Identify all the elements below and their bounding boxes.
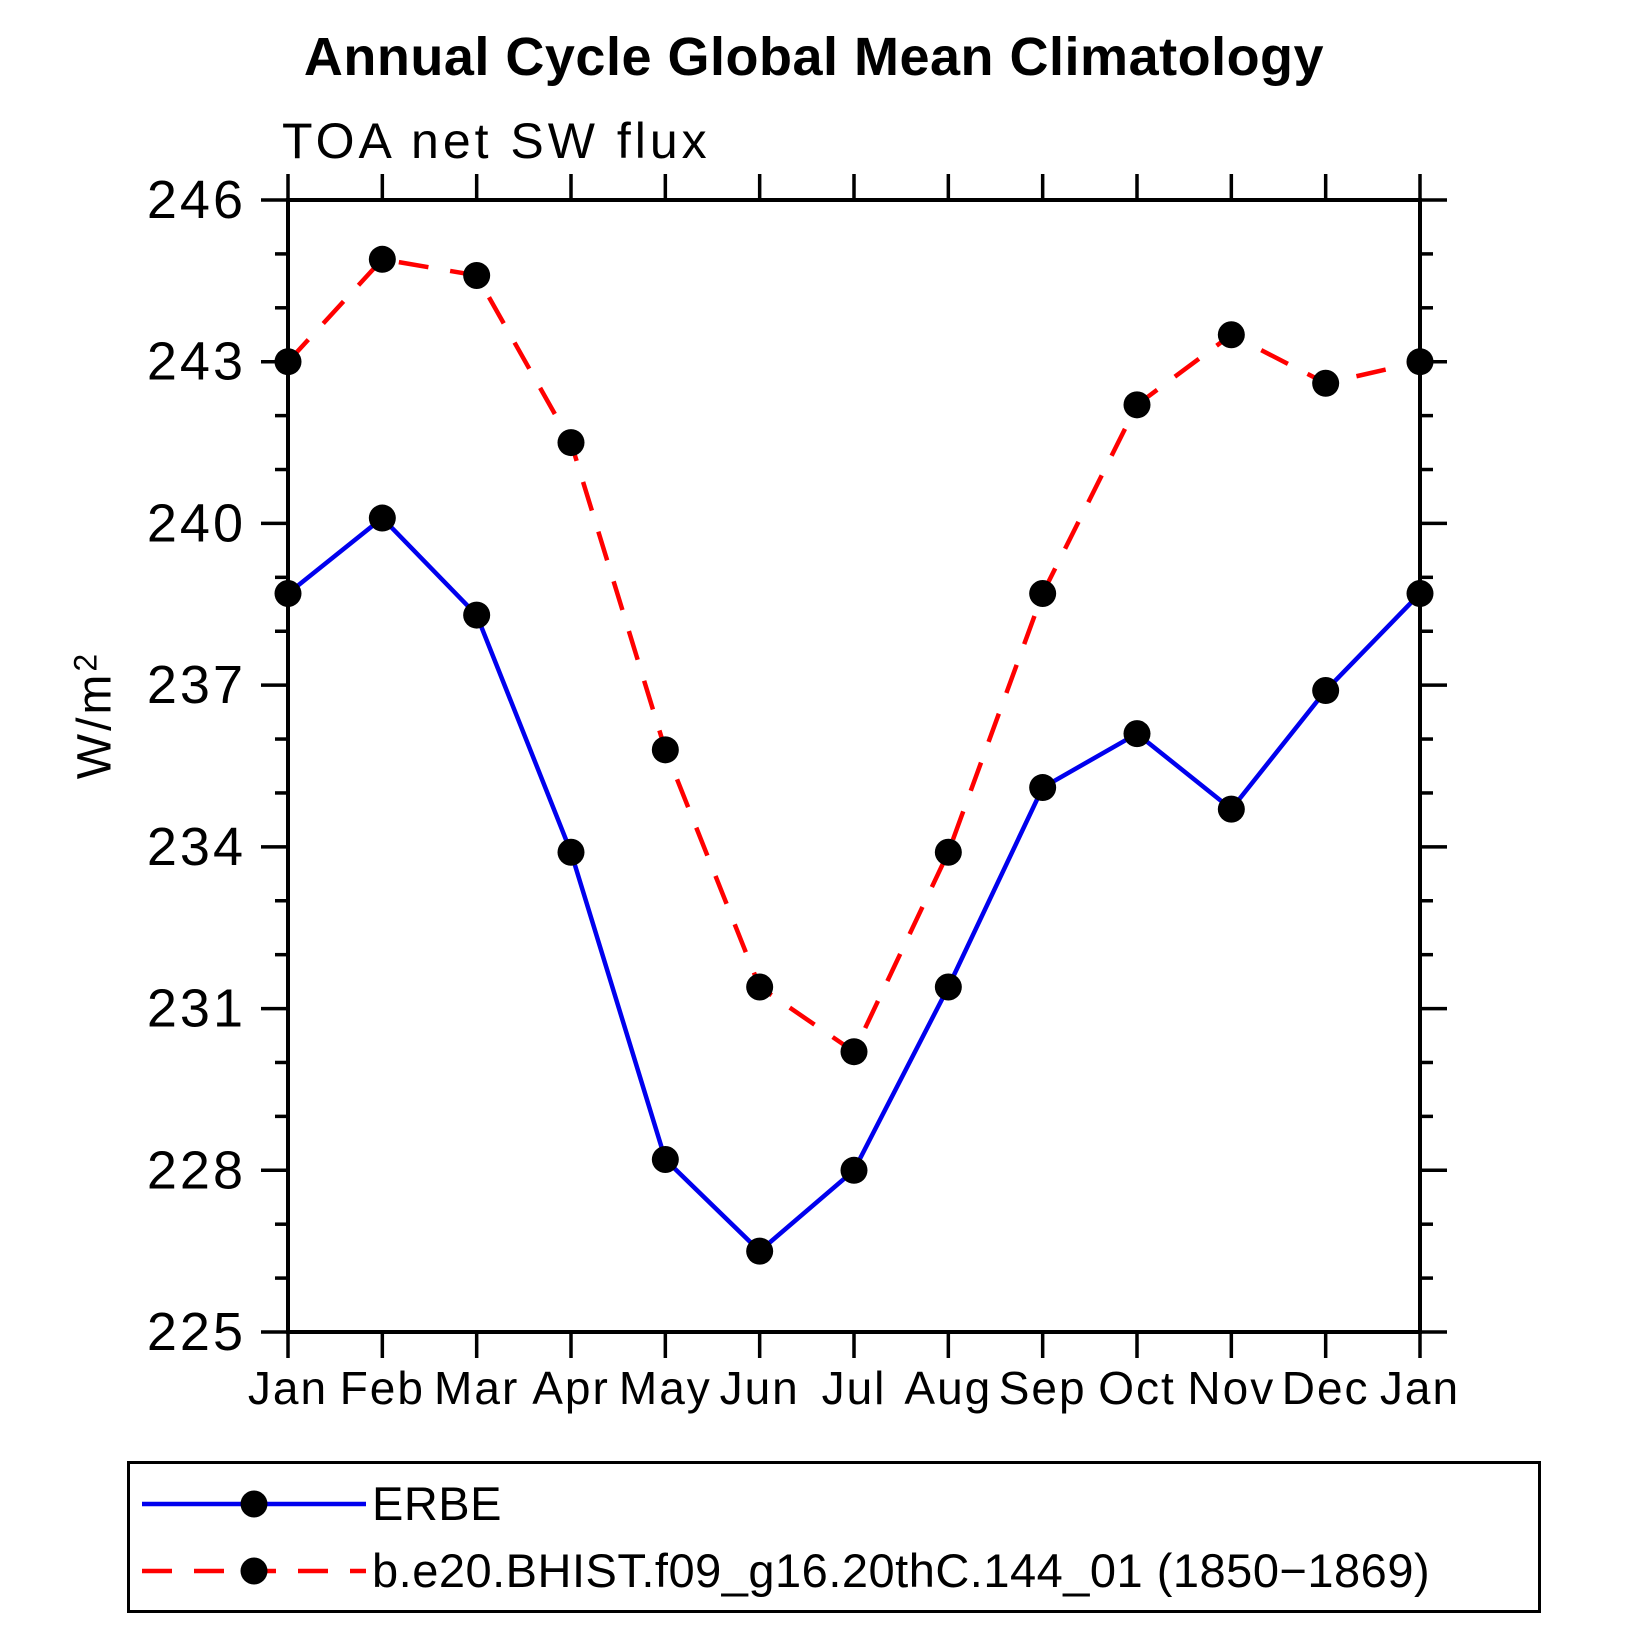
svg-text:Apr: Apr	[532, 1362, 610, 1414]
svg-text:Jan: Jan	[1380, 1362, 1460, 1414]
legend-line-sample-model	[142, 1557, 366, 1584]
svg-text:Feb: Feb	[340, 1362, 425, 1414]
svg-text:234: 234	[147, 817, 246, 877]
legend-row-model: b.e20.BHIST.f09_g16.20thC.144_01 (1850−1…	[130, 1537, 1538, 1604]
data-point	[368, 504, 396, 532]
svg-text:228: 228	[147, 1140, 246, 1200]
data-point	[746, 973, 774, 1001]
chart-title: Annual Cycle Global Mean Climatology	[303, 27, 1325, 87]
data-point	[651, 1146, 679, 1174]
data-point	[368, 245, 396, 273]
svg-text:Dec: Dec	[1282, 1362, 1370, 1414]
legend: ERBE b.e20.BHIST.f09_g16.20thC.144_01 (1…	[127, 1461, 1541, 1613]
legend-row-erbe: ERBE	[130, 1470, 1538, 1537]
x-axis-tick-labels: Jan Feb Mar Apr May Jun Jul Aug Sep Oct Nov Dec Jan	[248, 1362, 1460, 1414]
data-point	[1406, 348, 1434, 376]
series-markers-0	[274, 504, 1434, 1265]
series-line-0	[286, 515, 1422, 1255]
svg-text:Jun: Jun	[720, 1362, 800, 1414]
x-axis-ticks	[286, 174, 1422, 1358]
data-point	[934, 973, 962, 1001]
y-axis-label: W/m2	[68, 651, 123, 779]
data-point	[274, 348, 302, 376]
svg-text:Aug: Aug	[904, 1362, 992, 1414]
legend-label-erbe: ERBE	[372, 1477, 502, 1530]
data-point	[1029, 774, 1057, 802]
legend-line-sample-erbe	[142, 1490, 366, 1517]
data-point	[557, 429, 585, 457]
data-point	[1406, 580, 1434, 608]
svg-text:Jan: Jan	[248, 1362, 328, 1414]
data-point	[840, 1038, 868, 1066]
data-point	[274, 580, 302, 608]
data-point	[746, 1237, 774, 1265]
y-axis-label-superscript: 2	[67, 650, 104, 672]
data-point	[1312, 369, 1340, 397]
series-markers-1	[274, 245, 1434, 1066]
svg-text:237: 237	[147, 655, 246, 715]
data-point	[934, 838, 962, 866]
svg-text:225: 225	[147, 1302, 246, 1362]
series-line-1	[286, 256, 1421, 1056]
y-axis-tick-labels: 225 228 231 234 237 240 243 246	[147, 170, 246, 1362]
data-point	[1123, 391, 1151, 419]
svg-text:Jul: Jul	[822, 1362, 887, 1414]
chart-subtitle: TOA net SW flux	[282, 113, 711, 169]
svg-text:Mar: Mar	[434, 1362, 519, 1414]
data-point	[1029, 580, 1057, 608]
svg-text:243: 243	[147, 332, 246, 392]
svg-text:Sep: Sep	[999, 1362, 1087, 1414]
svg-text:May: May	[619, 1362, 712, 1414]
data-point	[463, 261, 491, 289]
svg-text:Nov: Nov	[1187, 1362, 1275, 1414]
data-point	[651, 736, 679, 764]
legend-label-model: b.e20.BHIST.f09_g16.20thC.144_01 (1850−1…	[372, 1544, 1431, 1597]
y-axis-label-base: W/m	[68, 671, 122, 780]
data-point	[840, 1156, 868, 1184]
svg-text:Oct: Oct	[1098, 1362, 1176, 1414]
svg-text:231: 231	[147, 979, 246, 1039]
data-point	[1123, 720, 1151, 748]
data-point	[1312, 677, 1340, 705]
svg-text:246: 246	[147, 170, 246, 230]
data-point	[1217, 321, 1245, 349]
data-point	[463, 601, 491, 629]
data-point	[557, 838, 585, 866]
svg-text:240: 240	[147, 493, 246, 553]
data-point	[1217, 795, 1245, 823]
